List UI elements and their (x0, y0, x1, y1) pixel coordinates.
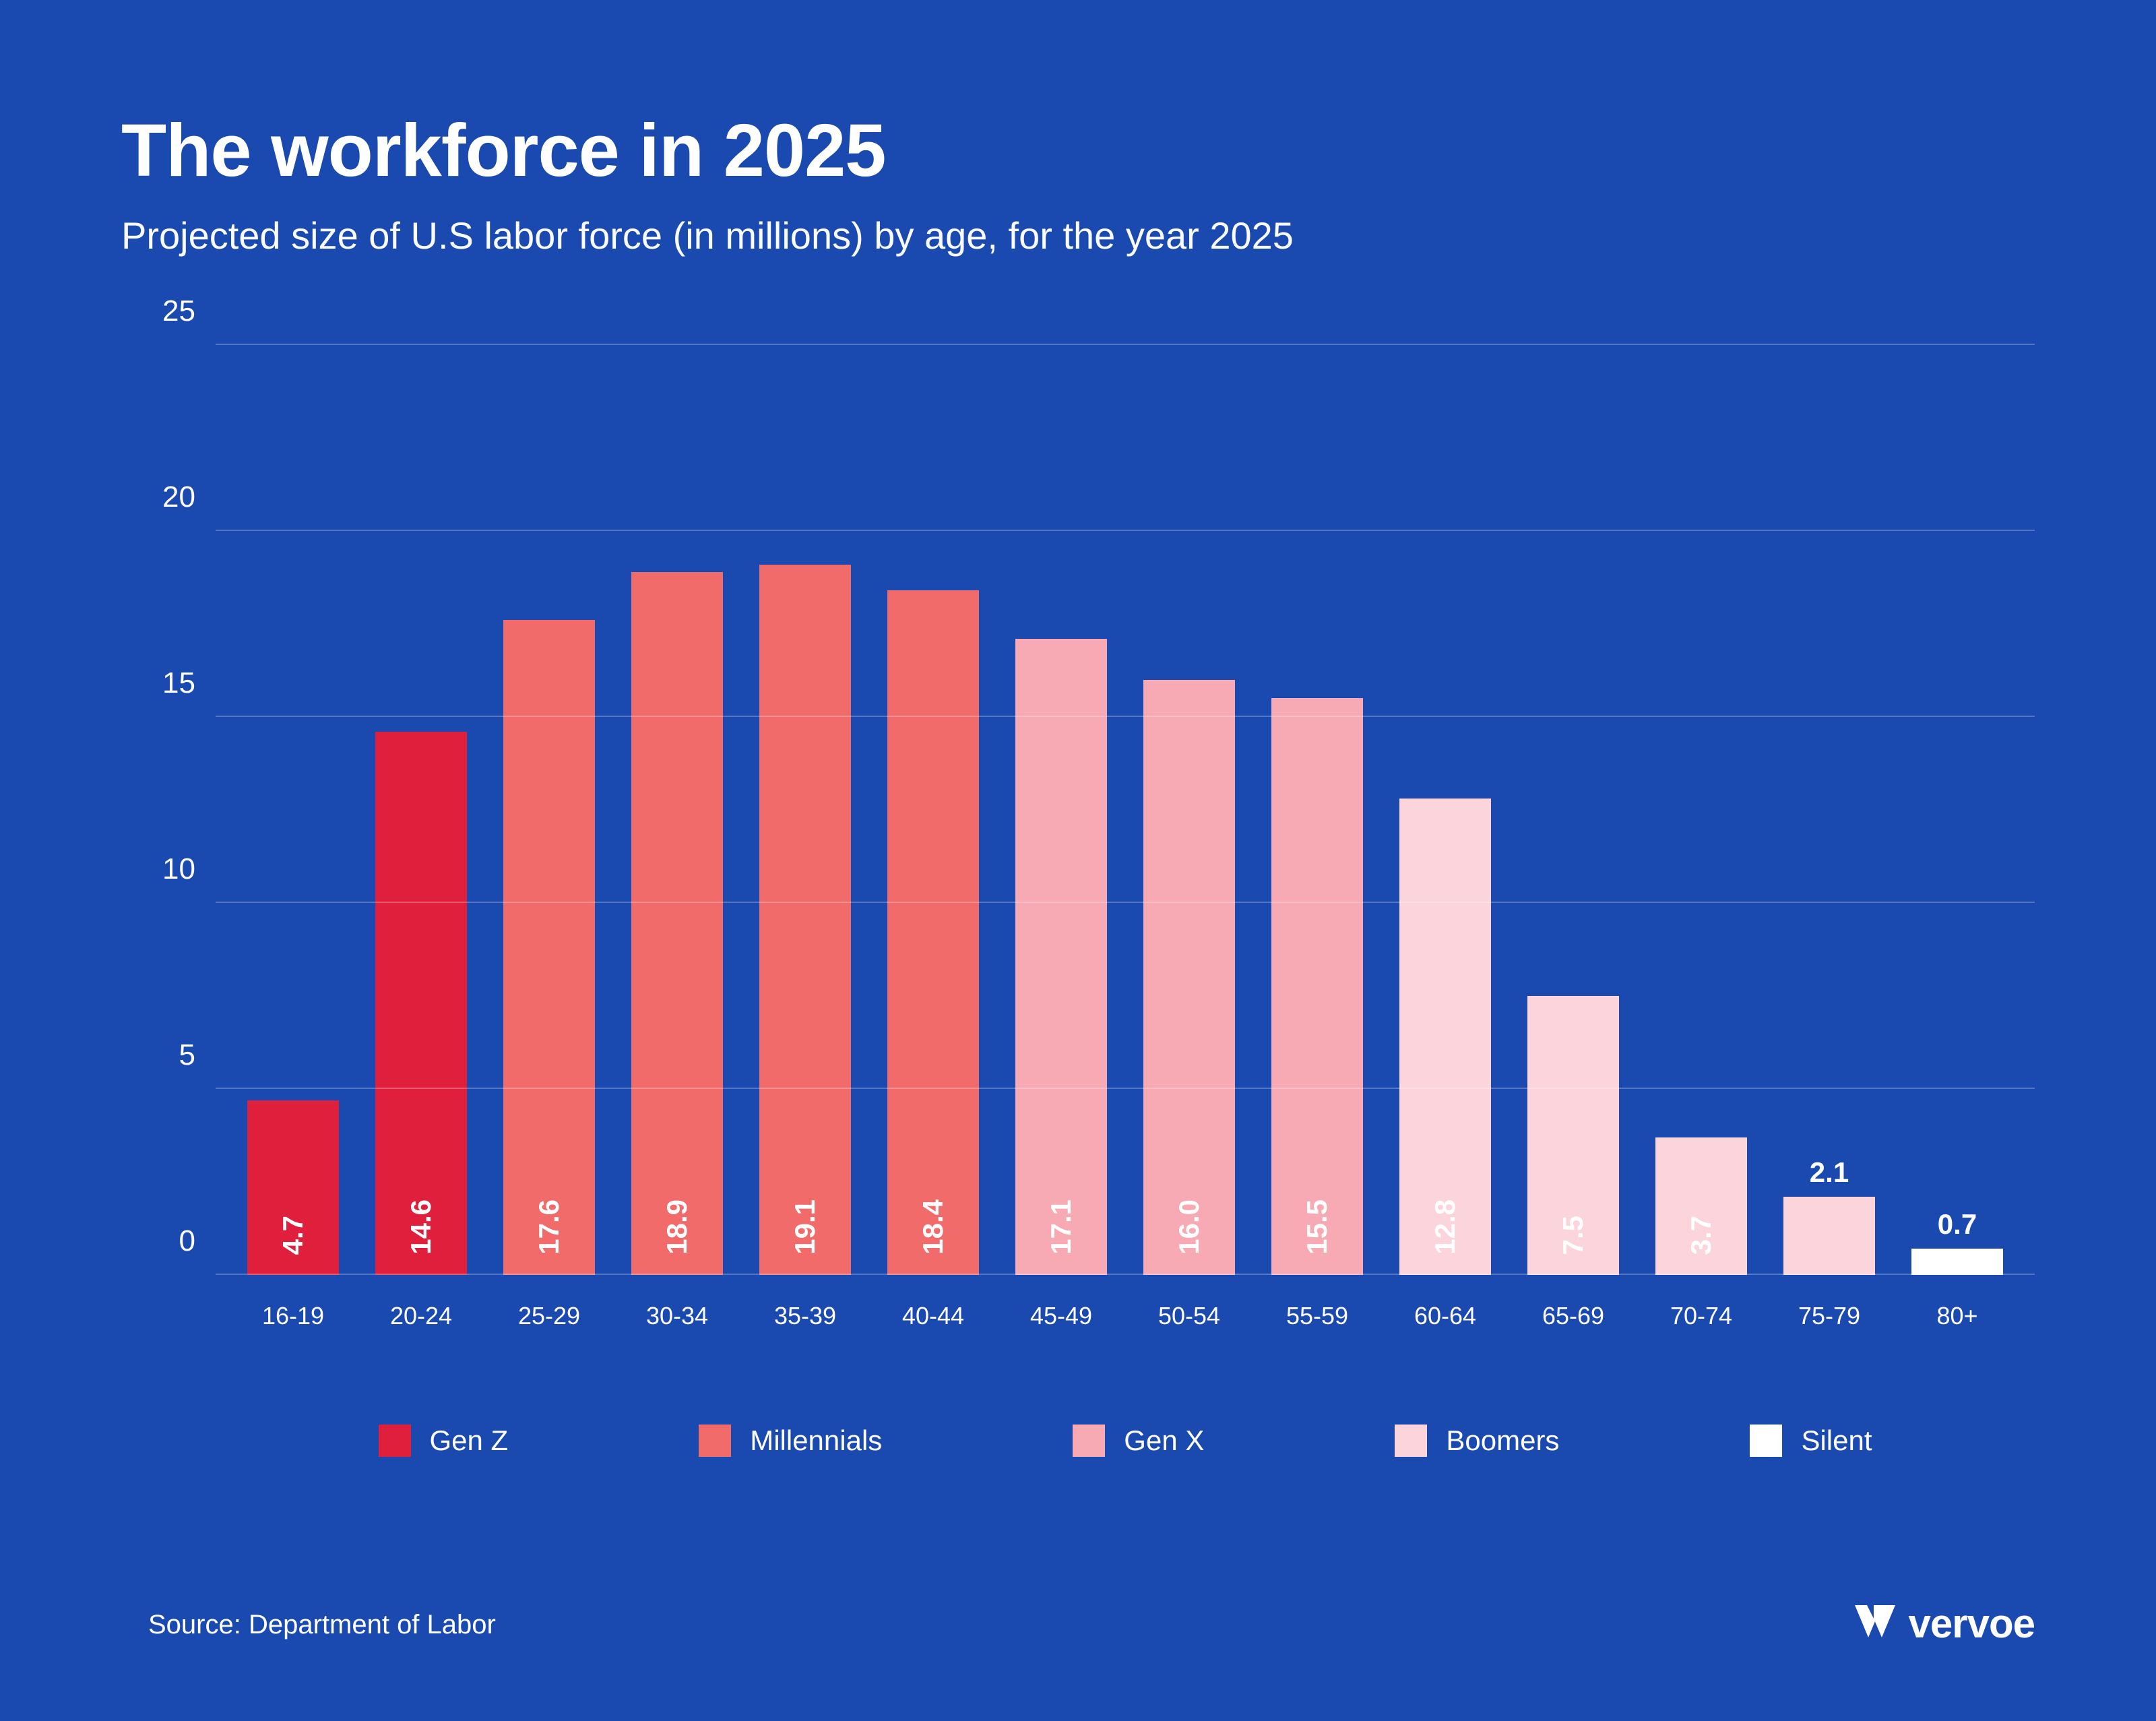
bar-slot: 0.7 (1893, 345, 2021, 1275)
bar: 3.7 (1655, 1137, 1748, 1275)
gridline (216, 1274, 2035, 1275)
legend-label: Gen X (1124, 1425, 1204, 1457)
bar: 4.7 (247, 1100, 340, 1275)
bar: 16.0 (1143, 680, 1236, 1275)
bar-value-label: 16.0 (1173, 1199, 1205, 1255)
bar: 17.6 (503, 620, 596, 1275)
bar: 19.1 (759, 565, 852, 1275)
bar-value-label: 4.7 (277, 1216, 309, 1255)
bar-value-label: 17.1 (1045, 1199, 1077, 1255)
bars-container: 4.7 14.6 17.6 18.9 19.1 18.4 17.1 16.0 15.5 12.8 7… (216, 345, 2035, 1275)
bar-value-label: 17.6 (533, 1199, 565, 1255)
source-text: Source: Department of Labor (148, 1610, 496, 1640)
legend-item: Gen Z (379, 1425, 509, 1457)
gridline (216, 1088, 2035, 1089)
x-category-label: 70-74 (1637, 1302, 1765, 1330)
bar-value-label: 19.1 (789, 1199, 821, 1255)
bar: 2.1 (1783, 1197, 1876, 1275)
bar-value-label: 3.7 (1685, 1216, 1717, 1255)
bar-slot: 4.7 (229, 345, 357, 1275)
gridline (216, 716, 2035, 717)
gridline (216, 344, 2035, 345)
x-category-label: 25-29 (485, 1302, 613, 1330)
bar: 14.6 (375, 732, 468, 1275)
y-tick: 15 (162, 666, 195, 700)
bar-value-label: 14.6 (405, 1199, 437, 1255)
bar-slot: 12.8 (1381, 345, 1509, 1275)
bar-value-label: 0.7 (1938, 1208, 1977, 1249)
brand-name: vervoe (1909, 1600, 2035, 1647)
y-tick: 0 (179, 1224, 195, 1258)
plot-area: 4.7 14.6 17.6 18.9 19.1 18.4 17.1 16.0 15.5 12.8 7… (216, 345, 2035, 1275)
legend-swatch (379, 1425, 411, 1457)
chart-area: 0510152025 4.714.617.618.919.118.417.116… (121, 345, 2035, 1275)
y-axis: 0510152025 (121, 345, 216, 1275)
y-tick: 5 (179, 1038, 195, 1072)
x-category-label: 60-64 (1381, 1302, 1509, 1330)
bar: 18.4 (887, 590, 980, 1275)
legend-swatch (1073, 1425, 1105, 1457)
bar-slot: 15.5 (1253, 345, 1381, 1275)
bar-value-label: 18.9 (661, 1199, 693, 1255)
x-category-label: 75-79 (1765, 1302, 1893, 1330)
y-tick: 20 (162, 480, 195, 514)
y-tick: 25 (162, 294, 195, 328)
bar-slot: 17.1 (997, 345, 1125, 1275)
legend-item: Millennials (699, 1425, 882, 1457)
brand-logo: vervoe (1853, 1600, 2035, 1647)
legend-swatch (1395, 1425, 1427, 1457)
bar: 7.5 (1527, 996, 1620, 1275)
bar-value-label: 2.1 (1810, 1156, 1849, 1197)
bar-value-label: 12.8 (1429, 1199, 1461, 1255)
x-category-label: 40-44 (869, 1302, 997, 1330)
legend-item: Gen X (1073, 1425, 1204, 1457)
legend-swatch (1750, 1425, 1782, 1457)
bar: 12.8 (1399, 799, 1492, 1275)
legend-label: Gen Z (430, 1425, 509, 1457)
bar-value-label: 15.5 (1301, 1199, 1333, 1255)
legend-item: Silent (1750, 1425, 1872, 1457)
bar-slot: 18.4 (869, 345, 997, 1275)
legend-swatch (699, 1425, 731, 1457)
bar-slot: 19.1 (741, 345, 869, 1275)
y-tick: 10 (162, 852, 195, 886)
bar-slot: 7.5 (1509, 345, 1637, 1275)
bar-slot: 2.1 (1765, 345, 1893, 1275)
x-category-label: 65-69 (1509, 1302, 1637, 1330)
x-category-label: 45-49 (997, 1302, 1125, 1330)
bar-value-label: 7.5 (1557, 1216, 1589, 1255)
bar-value-label: 18.4 (917, 1199, 949, 1255)
x-axis-labels: 16-1920-2425-2930-3435-3940-4445-4950-54… (216, 1275, 2035, 1330)
x-category-label: 55-59 (1253, 1302, 1381, 1330)
x-category-label: 80+ (1893, 1302, 2021, 1330)
chart-subtitle: Projected size of U.S labor force (in mi… (121, 214, 2035, 257)
legend: Gen Z Millennials Gen X Boomers Silent (216, 1425, 2035, 1457)
legend-item: Boomers (1395, 1425, 1559, 1457)
x-category-label: 30-34 (613, 1302, 741, 1330)
bar-slot: 17.6 (485, 345, 613, 1275)
bar: 0.7 (1911, 1249, 2004, 1275)
x-category-label: 16-19 (229, 1302, 357, 1330)
legend-label: Silent (1801, 1425, 1872, 1457)
x-category-label: 20-24 (357, 1302, 485, 1330)
infographic-container: The workforce in 2025 Projected size of … (0, 0, 2156, 1721)
bar-slot: 16.0 (1125, 345, 1253, 1275)
gridline (216, 530, 2035, 531)
legend-label: Millennials (750, 1425, 882, 1457)
bar: 17.1 (1015, 639, 1108, 1275)
legend-label: Boomers (1446, 1425, 1559, 1457)
chart-title: The workforce in 2025 (121, 108, 2035, 193)
gridline (216, 902, 2035, 903)
bar-slot: 18.9 (613, 345, 741, 1275)
bar: 18.9 (631, 572, 724, 1275)
brand-mark-icon (1853, 1604, 1897, 1644)
bar: 15.5 (1271, 698, 1364, 1275)
x-category-label: 35-39 (741, 1302, 869, 1330)
bar-slot: 3.7 (1637, 345, 1765, 1275)
x-category-label: 50-54 (1125, 1302, 1253, 1330)
bar-slot: 14.6 (357, 345, 485, 1275)
